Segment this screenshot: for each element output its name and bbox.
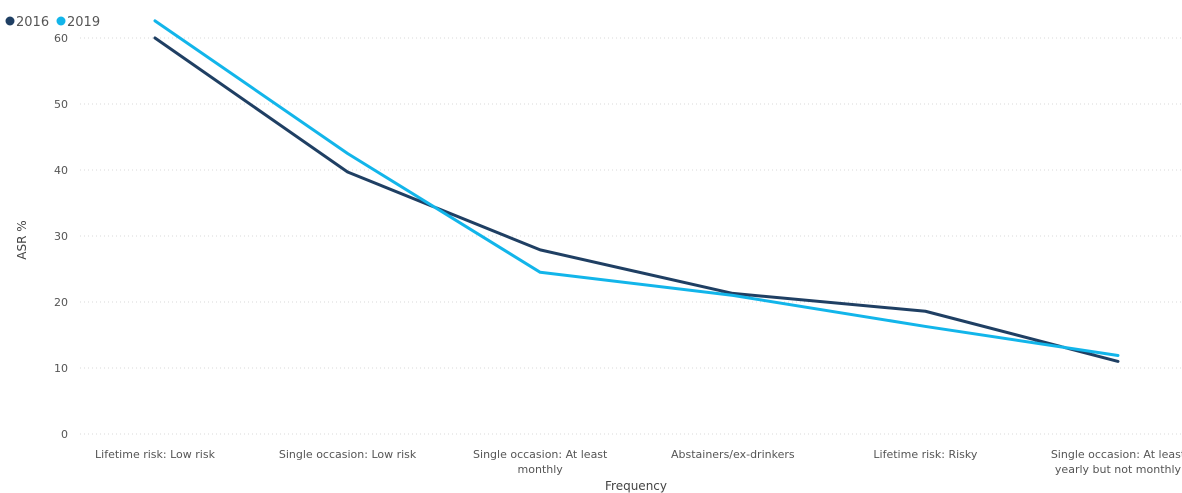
y-tick-label: 40	[54, 164, 68, 177]
series-line-2016[interactable]	[153, 36, 1120, 363]
y-tick-label: 60	[54, 32, 68, 45]
legend-item-2019[interactable]: 2019	[56, 15, 101, 30]
y-tick-label: 30	[54, 230, 68, 243]
y-axis-title: ASR %	[15, 220, 29, 259]
legend-label: 2016	[16, 15, 49, 30]
y-tick-label: 50	[54, 98, 68, 111]
y-tick-label: 10	[54, 362, 68, 375]
y-tick-label: 0	[61, 428, 68, 441]
x-axis-ticks: Lifetime risk: Low risk Single occasion: …	[95, 448, 1182, 476]
x-tick-label: Single occasion: Low risk	[279, 448, 417, 461]
legend-label: 2019	[67, 15, 100, 30]
x-axis-title: Frequency	[605, 479, 667, 493]
y-tick-label: 20	[54, 296, 68, 309]
x-tick-label: Single occasion: At least yearly but not …	[1051, 448, 1182, 476]
x-tick-label: Abstainers/ex-drinkers	[671, 448, 795, 461]
grid-layer	[80, 37, 1182, 435]
legend-marker-icon	[5, 16, 15, 26]
x-tick-label: Lifetime risk: Low risk	[95, 448, 216, 461]
legend[interactable]: 2016 2019	[5, 15, 101, 30]
x-tick-label: Lifetime risk: Risky	[873, 448, 977, 461]
x-tick-label: Single occasion: At least monthly	[473, 448, 608, 476]
y-axis-ticks: 0 10 20 30 40 50 60	[54, 32, 68, 441]
series-layer	[153, 19, 1120, 363]
legend-item-2016[interactable]: 2016	[5, 15, 50, 30]
series-line-2019[interactable]	[153, 19, 1120, 357]
legend-marker-icon	[56, 16, 66, 26]
